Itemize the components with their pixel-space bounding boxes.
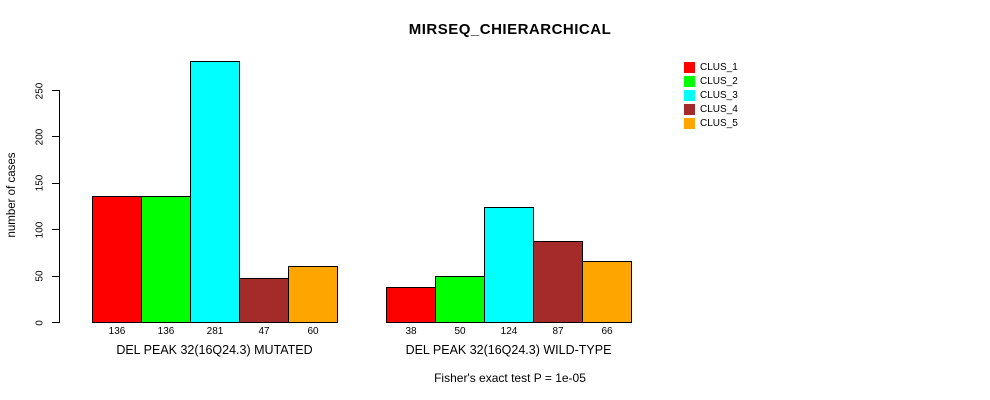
legend-item-clus_3: CLUS_3 <box>684 88 738 102</box>
bar-value-label: 50 <box>454 326 466 337</box>
bar-clus_2 <box>141 196 191 323</box>
legend-item-clus_4: CLUS_4 <box>684 103 738 117</box>
y-tick <box>52 90 60 91</box>
bar-value-label: 60 <box>307 326 319 337</box>
bar-clus_4 <box>533 241 583 323</box>
group-label: DEL PEAK 32(16Q24.3) MUTATED <box>116 343 313 357</box>
legend-label: CLUS_2 <box>700 75 738 87</box>
bar-clus_2 <box>435 276 485 323</box>
y-tick <box>52 275 60 277</box>
bar-clus_1 <box>386 287 436 323</box>
bar-clus_3 <box>190 61 240 323</box>
y-tick <box>52 229 60 231</box>
chart-title: MIRSEQ_CHIERARCHICAL <box>408 21 612 38</box>
bar-clus_5 <box>582 261 632 323</box>
bar-clus_5 <box>288 266 338 323</box>
bar-value-label: 281 <box>206 326 224 337</box>
legend-item-clus_2: CLUS_2 <box>684 74 738 88</box>
legend-label: CLUS_5 <box>700 118 738 130</box>
legend-label: CLUS_1 <box>700 61 738 73</box>
legend-swatch <box>684 118 695 130</box>
legend-label: CLUS_4 <box>700 104 738 116</box>
bar-value-label: 87 <box>552 326 564 337</box>
bar-clus_1 <box>92 196 142 323</box>
bar-value-label: 47 <box>258 326 270 337</box>
y-tick <box>52 136 60 138</box>
legend-swatch <box>684 104 695 116</box>
group-label: DEL PEAK 32(16Q24.3) WILD-TYPE <box>405 343 612 357</box>
bar-clus_4 <box>239 278 289 323</box>
legend-swatch <box>684 75 695 87</box>
legend-swatch <box>684 61 695 73</box>
y-tick <box>52 322 60 323</box>
bar-value-label: 66 <box>601 326 613 337</box>
bar-value-label: 124 <box>500 326 518 337</box>
legend-item-clus_1: CLUS_1 <box>684 60 738 74</box>
fisher-test-annotation: Fisher's exact test P = 1e-05 <box>434 371 586 385</box>
bar-value-label: 136 <box>157 326 175 337</box>
bar-value-label: 38 <box>405 326 417 337</box>
legend-item-clus_5: CLUS_5 <box>684 117 738 131</box>
legend-swatch <box>684 89 695 101</box>
y-tick <box>52 182 60 184</box>
bar-clus_3 <box>484 207 534 323</box>
legend-label: CLUS_3 <box>700 89 738 101</box>
legend: CLUS_1 CLUS_2 CLUS_3 CLUS_4 CLUS_5 <box>684 60 738 131</box>
bar-value-label: 136 <box>108 326 126 337</box>
y-axis-line <box>59 90 60 323</box>
